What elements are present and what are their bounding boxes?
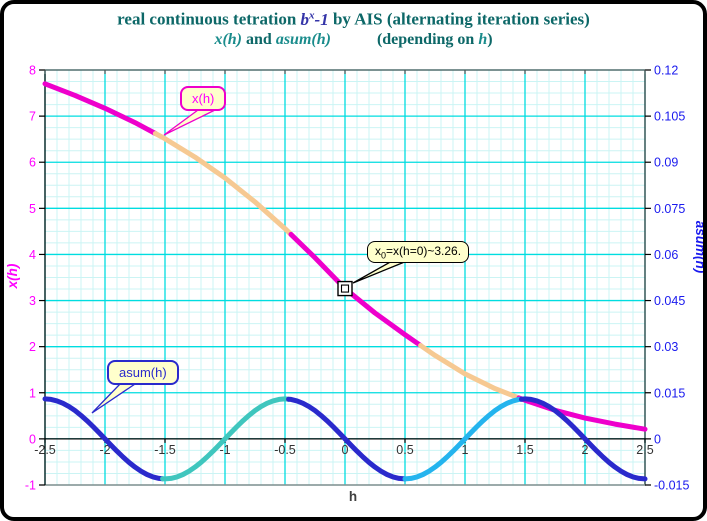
axis-tick-label: 2.5 [636, 443, 653, 457]
axis-tick-label: 0.09 [654, 156, 678, 170]
subtitle-and: and [242, 30, 276, 48]
left-axis-title: x(h) [5, 263, 20, 289]
axis-tick-label: 0.12 [654, 64, 678, 78]
callout-marker-label: x0=x(h=0)~3.26. [367, 241, 470, 264]
series-asum-segment [286, 396, 408, 482]
axis-tick-label: 1 [462, 443, 469, 457]
right-axis-title: asum(h) [693, 221, 707, 274]
subtitle-xh: x(h) [214, 30, 243, 48]
series-xh-segment [42, 81, 158, 136]
series-xh-segment [288, 231, 424, 348]
subtitle-h: h [478, 30, 488, 48]
axis-tick-label: 0.03 [654, 340, 678, 354]
title-line-1: real continuous tetration bx-1 by AIS (a… [4, 9, 703, 30]
axis-tick-label: 3 [29, 294, 36, 308]
subtitle-depending: (depending on [376, 30, 479, 48]
axis-tick-label: -1.5 [154, 443, 176, 457]
axis-tick-label: 4 [29, 248, 36, 262]
axis-tick-label: -0.015 [654, 479, 689, 493]
axis-tick-label: 8 [29, 64, 36, 78]
series-asum-segment [160, 396, 292, 482]
axis-tick-label: 0 [654, 432, 661, 446]
x0-marker [337, 280, 353, 297]
title-math-b: bx-1 [300, 9, 329, 29]
axis-tick-label: 0 [29, 432, 36, 446]
subtitle-close-paren: ) [487, 30, 493, 48]
axis-tick-label: 0.045 [654, 294, 685, 308]
axis-tick-label: -2 [99, 443, 110, 457]
axis-tick-label: -1 [219, 443, 230, 457]
axis-tick-label: -2.5 [34, 443, 56, 457]
title-text-1: real continuous tetration [117, 9, 301, 29]
axis-tick-label: 1 [29, 386, 36, 400]
axis-tick-label: 0 [342, 443, 349, 457]
axis-tick-label: 2 [582, 443, 589, 457]
axis-tick-label: 0.06 [654, 248, 678, 262]
axis-tick-label: 6 [29, 156, 36, 170]
series-xh-segment [418, 343, 522, 401]
title-math-exponent: x [309, 9, 315, 21]
subtitle-asum: asum(h) [275, 30, 331, 48]
axis-tick-label: 0.5 [396, 443, 413, 457]
axis-tick-label: 5 [29, 202, 36, 216]
title-line-2: x(h) and asum(h) (depending on h) [4, 31, 703, 49]
axis-tick-label: 0.015 [654, 386, 685, 400]
callout-marker-tail [352, 260, 408, 284]
axis-tick-label: 0.105 [654, 110, 685, 124]
axis-tick-label: -0.5 [274, 443, 296, 457]
callout-xh-label: x(h) [180, 86, 227, 111]
chart-canvas: 8 7 6 5 4 3 2 1 0 -1 0.12 0.105 0.09 0.075 0.06 0.045 0.… [5, 64, 707, 505]
axis-tick-label: 7 [29, 110, 36, 124]
callout-asum-label: asum(h) [107, 360, 179, 385]
axis-tick-label: 2 [29, 340, 36, 354]
series-asum-segment [518, 396, 648, 482]
title-text-2: by AIS (alternating iteration series) [328, 9, 590, 29]
series-asum-segment [402, 396, 524, 482]
x0-marker-inner [340, 284, 350, 293]
series-asum-segment [42, 396, 166, 482]
series-xh-segment [152, 131, 294, 237]
chart-title: real continuous tetration bx-1 by AIS (a… [4, 9, 703, 49]
axis-tick-label: 1.5 [516, 443, 533, 457]
axis-tick-label: 0.075 [654, 202, 685, 216]
x-axis-title: h [349, 489, 357, 504]
axis-tick-label: -1 [25, 479, 36, 493]
